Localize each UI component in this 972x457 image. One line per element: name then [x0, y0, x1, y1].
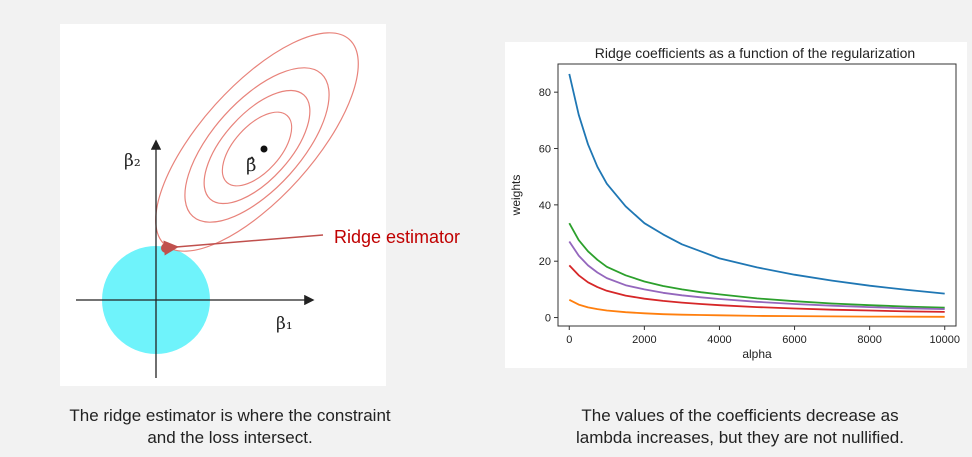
y-ticks: 0 20 40 60 80	[539, 87, 558, 325]
right-caption-line1: The values of the coefficients decrease …	[581, 406, 899, 425]
ridge-diagram-svg: β₂ β₁ β̂	[76, 32, 359, 378]
x-tick-label: 0	[566, 334, 572, 346]
series-lines	[568, 73, 945, 318]
ridge-coefficients-chart: Ridge coefficients as a function of the …	[505, 42, 967, 368]
y-tick-label: 60	[539, 144, 551, 156]
right-caption: The values of the coefficients decrease …	[520, 405, 960, 449]
y-tick-label: 40	[539, 200, 551, 212]
y-tick-label: 0	[545, 313, 551, 325]
series-line-5	[568, 298, 945, 318]
x-tick-label: 8000	[857, 334, 881, 346]
series-line-1	[568, 73, 945, 295]
right-caption-line2: lambda increases, but they are not nulli…	[576, 428, 904, 447]
y-axis-label: weights	[509, 175, 523, 217]
beta1-axis-label: β₁	[276, 314, 293, 334]
left-caption-line2: and the loss intersect.	[147, 428, 313, 447]
beta-hat-point	[260, 145, 268, 153]
ridge-estimator-point	[161, 243, 171, 253]
x-axis-label: alpha	[742, 347, 772, 361]
left-caption: The ridge estimator is where the constra…	[20, 405, 440, 449]
x-tick-label: 6000	[782, 334, 806, 346]
x-tick-label: 4000	[707, 334, 731, 346]
x-tick-label: 2000	[632, 334, 656, 346]
beta-hat-label: β̂	[246, 155, 256, 176]
left-caption-line1: The ridge estimator is where the constra…	[69, 406, 391, 425]
x-ticks: 0 2000 4000 6000 8000 10000	[566, 326, 960, 346]
contour-3	[184, 67, 330, 223]
chart-svg: Ridge coefficients as a function of the …	[509, 45, 960, 361]
y-tick-label: 20	[539, 256, 551, 268]
contour-2	[203, 89, 311, 205]
series-line-4	[568, 264, 945, 313]
plot-area	[557, 63, 957, 327]
y-tick-label: 80	[539, 87, 551, 99]
contour-inner	[221, 111, 293, 187]
series-line-2	[568, 222, 945, 309]
beta2-axis-label: β₂	[124, 151, 141, 171]
ridge-estimator-label: Ridge estimator	[334, 227, 461, 247]
x-tick-label: 10000	[929, 334, 960, 346]
chart-title: Ridge coefficients as a function of the …	[595, 45, 915, 61]
series-line-3	[568, 241, 945, 310]
ridge-geometry-diagram: β₂ β₁ β̂	[60, 24, 386, 386]
ridge-estimator-arrow	[163, 234, 324, 256]
